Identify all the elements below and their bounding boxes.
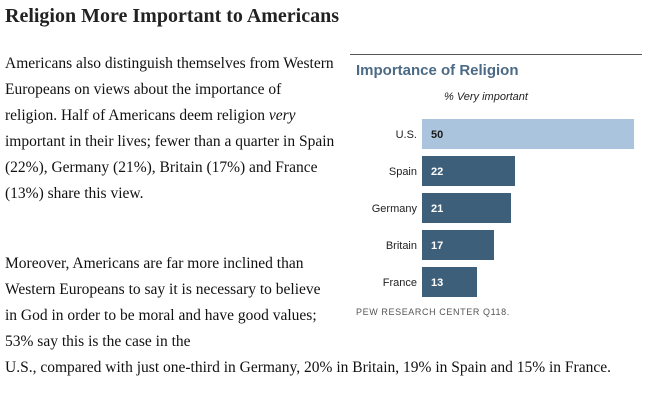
category-label: France	[383, 277, 417, 289]
paragraph-belief-in-god: Moreover, Americans are far more incline…	[5, 251, 335, 355]
chart-title: Importance of Religion	[356, 62, 519, 79]
chart-top-rule	[350, 54, 642, 55]
value-label: 50	[431, 129, 443, 141]
paragraph-text: Americans also distinguish themselves fr…	[5, 55, 334, 124]
category-label: Britain	[386, 240, 417, 252]
paragraph-text: Moreover, Americans are far more incline…	[5, 255, 321, 350]
paragraph-religion-importance: Americans also distinguish themselves fr…	[5, 51, 335, 207]
category-label: Spain	[389, 166, 417, 178]
bar	[422, 193, 511, 223]
category-label: Germany	[372, 203, 418, 215]
paragraph-text: U.S., compared with just one-third in Ge…	[5, 359, 611, 376]
value-label: 22	[431, 166, 443, 178]
value-label: 17	[431, 240, 443, 252]
paragraph-text: important in their lives; fewer than a q…	[5, 133, 335, 202]
value-label: 21	[431, 203, 443, 215]
importance-of-religion-chart: Importance of Religion % Very important …	[350, 54, 642, 324]
bar	[422, 230, 494, 260]
chart-subtitle: % Very important	[444, 91, 528, 103]
bar-chart-plot: U.S. 50 Spain 22 Germany 21 Britain 17 France 13	[372, 119, 634, 297]
headline: Religion More Important to Americans	[5, 5, 340, 27]
emphasis-text: very	[268, 107, 296, 124]
value-label: 13	[431, 277, 443, 289]
bar	[422, 267, 477, 297]
bar	[422, 119, 634, 149]
category-label: U.S.	[396, 129, 417, 141]
paragraph-belief-in-god-continued: U.S., compared with just one-third in Ge…	[5, 355, 645, 381]
bar	[422, 156, 515, 186]
chart-source: PEW RESEARCH CENTER Q118.	[356, 307, 510, 317]
